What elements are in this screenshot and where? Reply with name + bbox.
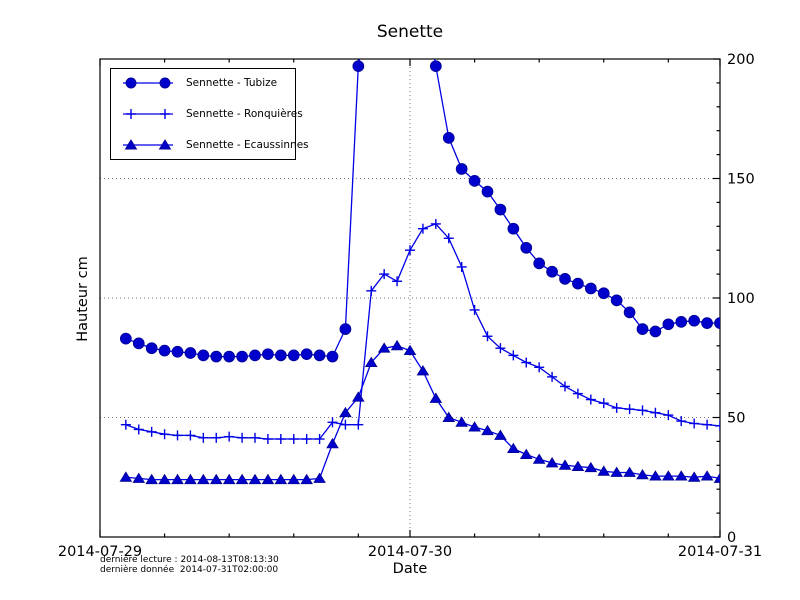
footnote-derniere-donnee: dernière donnée 2014-07-31T02:00:00 [100,564,279,575]
triangle-marker-icon [123,139,173,150]
series-ecaussinnes [119,339,720,485]
chart-title: Senette [376,22,444,42]
legend: Sennette - Tubize Sennette - Ronquières … [110,68,309,160]
y-tick-label: 50 [727,411,745,427]
series-ronquieres [120,218,720,445]
circle-marker-icon [123,77,173,89]
footnote-derniere-lecture: dernière lecture : 2014-08-13T08:13:30 [100,555,279,565]
legend-item-tubize: Sennette - Tubize [119,76,287,90]
legend-label-ronquieres: Sennette - Ronquières [186,108,303,120]
x-tick-label: 2014-07-31 [678,544,762,560]
series-tubize [119,59,720,363]
legend-item-ecaussinnes: Sennette - Ecaussinnes [119,138,309,152]
y-tick-label: 200 [727,52,755,68]
y-tick-label: 150 [727,172,755,188]
x-tick-label: 2014-07-30 [368,544,452,560]
footnote: dernière lecture : 2014-08-13T08:13:30 d… [100,555,279,575]
tick-labels: 2014-07-29 2014-07-30 2014-07-310 50 100 150 2… [58,52,762,560]
y-tick-label: 0 [727,530,736,546]
plus-marker-icon [123,109,173,119]
legend-item-ronquieres: Sennette - Ronquières [119,107,303,121]
x-axis-label: Date [392,561,428,577]
x-tick-label: 2014-07-29 [58,544,142,560]
y-tick-label: 100 [727,291,755,307]
legend-label-tubize: Sennette - Tubize [186,77,278,89]
legend-label-ecaussinnes: Sennette - Ecaussinnes [186,139,309,151]
